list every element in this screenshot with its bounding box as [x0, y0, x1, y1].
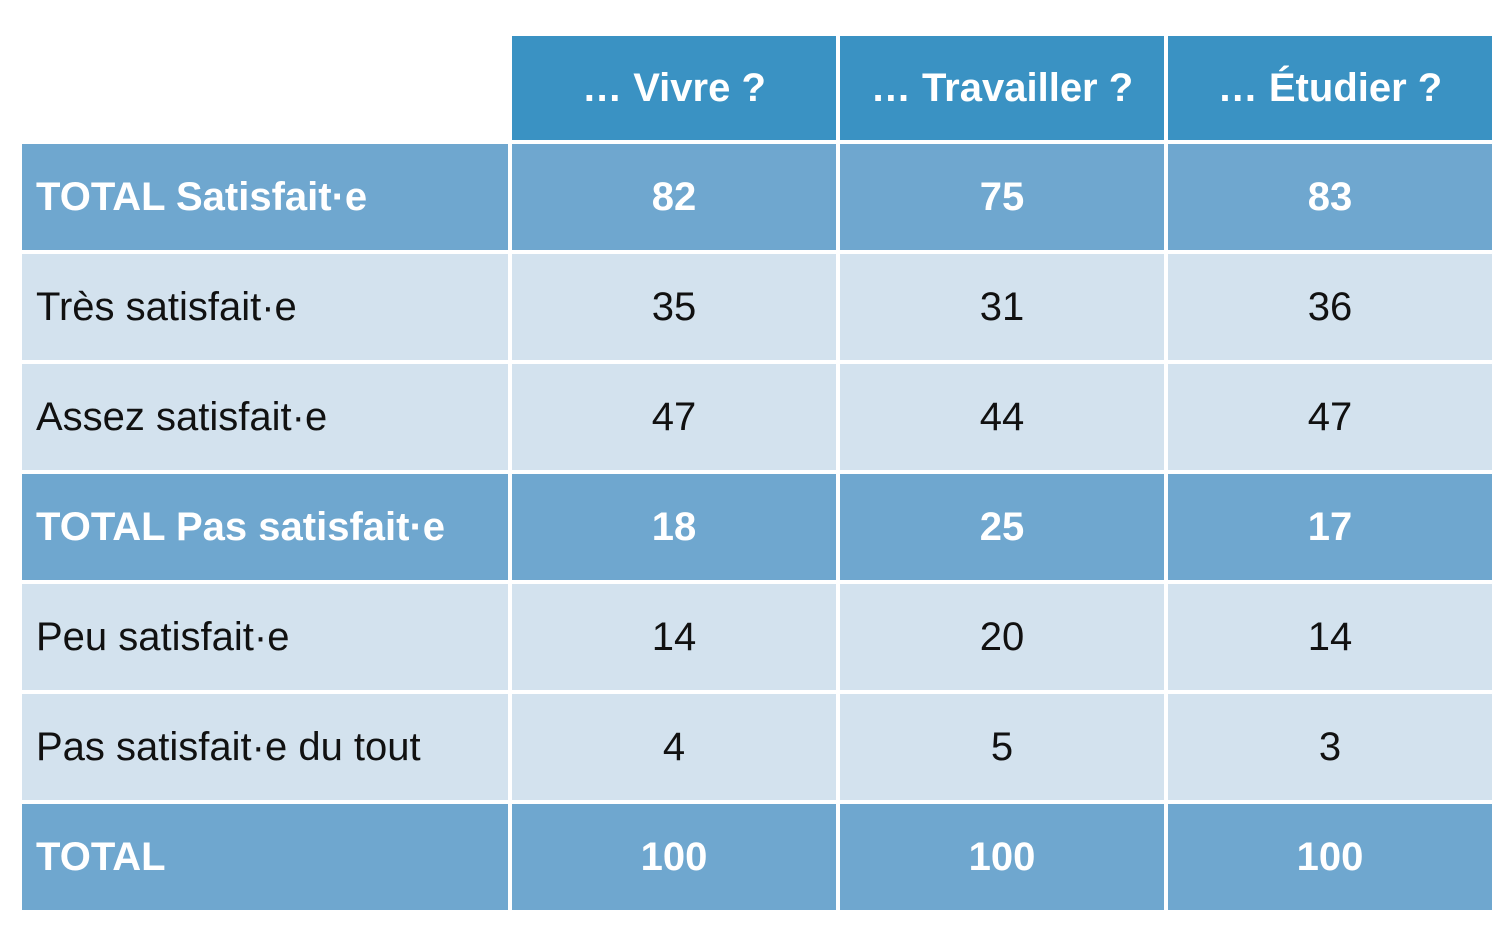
table-cell: 20 — [840, 584, 1164, 690]
row-label: Assez satisfait·e — [22, 364, 508, 470]
table-cell: 14 — [1168, 584, 1492, 690]
column-header-vivre: … Vivre ? — [512, 36, 836, 140]
table-cell: 75 — [840, 144, 1164, 250]
table-cell: 3 — [1168, 694, 1492, 800]
table-cell: 100 — [1168, 804, 1492, 910]
table-cell: 47 — [512, 364, 836, 470]
table-corner — [22, 36, 508, 140]
row-label: TOTAL Pas satisfait·e — [22, 474, 508, 580]
table-cell: 83 — [1168, 144, 1492, 250]
table-cell: 36 — [1168, 254, 1492, 360]
table-cell: 17 — [1168, 474, 1492, 580]
satisfaction-table: … Vivre ? … Travailler ? … Étudier ? TOT… — [22, 36, 1492, 910]
table-cell: 82 — [512, 144, 836, 250]
table-cell: 100 — [512, 804, 836, 910]
table-cell: 5 — [840, 694, 1164, 800]
row-label: TOTAL Satisfait·e — [22, 144, 508, 250]
table-cell: 14 — [512, 584, 836, 690]
column-header-travailler: … Travailler ? — [840, 36, 1164, 140]
table-cell: 47 — [1168, 364, 1492, 470]
table-cell: 31 — [840, 254, 1164, 360]
row-label: TOTAL — [22, 804, 508, 910]
table-cell: 35 — [512, 254, 836, 360]
table-cell: 100 — [840, 804, 1164, 910]
table-cell: 25 — [840, 474, 1164, 580]
table-cell: 4 — [512, 694, 836, 800]
table-cell: 44 — [840, 364, 1164, 470]
row-label: Peu satisfait·e — [22, 584, 508, 690]
row-label: Pas satisfait·e du tout — [22, 694, 508, 800]
row-label: Très satisfait·e — [22, 254, 508, 360]
table-cell: 18 — [512, 474, 836, 580]
column-header-etudier: … Étudier ? — [1168, 36, 1492, 140]
